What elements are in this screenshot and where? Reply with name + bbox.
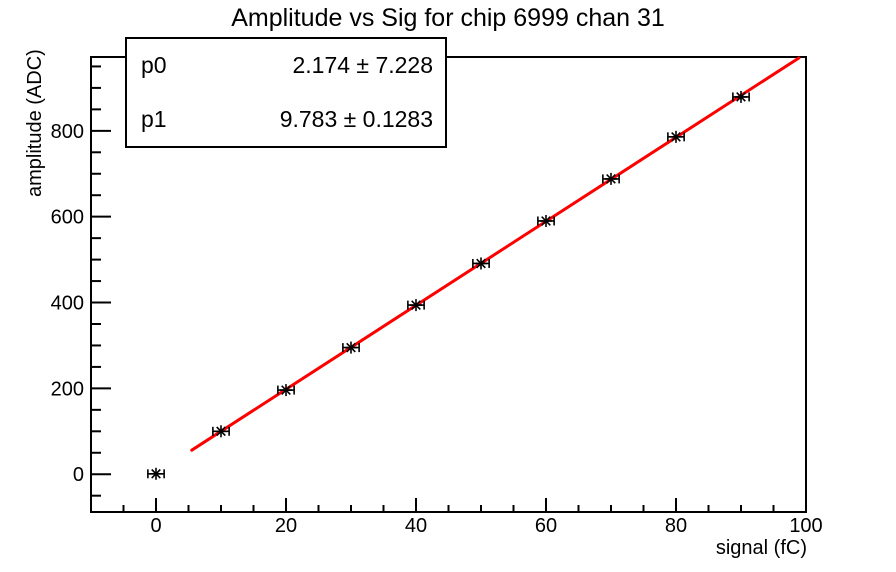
y-tick-label: 0 xyxy=(73,464,84,486)
x-axis-ticks: 0 20 40 60 80 100 xyxy=(122,498,823,537)
marker-spoke-d2 xyxy=(151,468,161,479)
stats-param-name: p1 xyxy=(141,105,167,132)
y-axis-title: amplitude (ADC) xyxy=(24,49,46,197)
marker-spoke-d2 xyxy=(346,342,356,353)
y-tick-label: 800 xyxy=(51,121,84,143)
x-axis-title: signal (fC) xyxy=(715,537,807,559)
x-tick-label: 40 xyxy=(405,515,427,537)
data-point-marker xyxy=(537,214,555,227)
data-point-marker xyxy=(407,299,425,312)
y-tick-label: 400 xyxy=(51,293,84,315)
stats-row-p1: p1 9.783 ± 0.1283 xyxy=(127,106,445,133)
marker-spoke-d2 xyxy=(216,426,226,437)
marker-spoke-d2 xyxy=(606,174,616,184)
x-tick-label: 80 xyxy=(665,515,687,537)
marker-spoke-d2 xyxy=(476,258,486,269)
y-tick-label: 600 xyxy=(51,207,84,229)
stats-param-value: 2.174 ± 7.228 xyxy=(292,52,433,79)
data-point-marker xyxy=(147,467,165,480)
data-point-marker xyxy=(602,172,620,185)
data-point-marker xyxy=(667,130,685,143)
data-point-marker xyxy=(342,341,360,354)
data-point-marker xyxy=(472,257,490,270)
data-point-marker xyxy=(732,90,750,103)
marker-spoke-d2 xyxy=(671,131,681,142)
marker-spoke-d2 xyxy=(541,216,551,226)
stats-param-name: p0 xyxy=(141,52,167,79)
y-axis-ticks: 0 200 400 600 800 xyxy=(51,65,111,497)
x-tick-label: 60 xyxy=(535,515,557,537)
data-points xyxy=(147,90,750,480)
data-point-marker xyxy=(212,425,230,438)
stats-param-value: 9.783 ± 0.1283 xyxy=(279,105,433,132)
fit-line xyxy=(190,56,801,452)
y-tick-label: 200 xyxy=(51,378,84,400)
marker-spoke-d2 xyxy=(411,300,421,310)
marker-spoke-d2 xyxy=(736,92,746,102)
data-point-marker xyxy=(277,384,295,397)
chart-title: Amplitude vs Sig for chip 6999 chan 31 xyxy=(231,4,665,32)
x-tick-label: 100 xyxy=(789,515,822,537)
fit-stats-box: p0 2.174 ± 7.228 p1 9.783 ± 0.1283 xyxy=(125,37,447,148)
marker-spoke-d2 xyxy=(281,385,291,395)
x-tick-label: 20 xyxy=(275,515,297,537)
stats-row-p0: p0 2.174 ± 7.228 xyxy=(127,52,445,79)
x-tick-label: 0 xyxy=(150,515,161,537)
